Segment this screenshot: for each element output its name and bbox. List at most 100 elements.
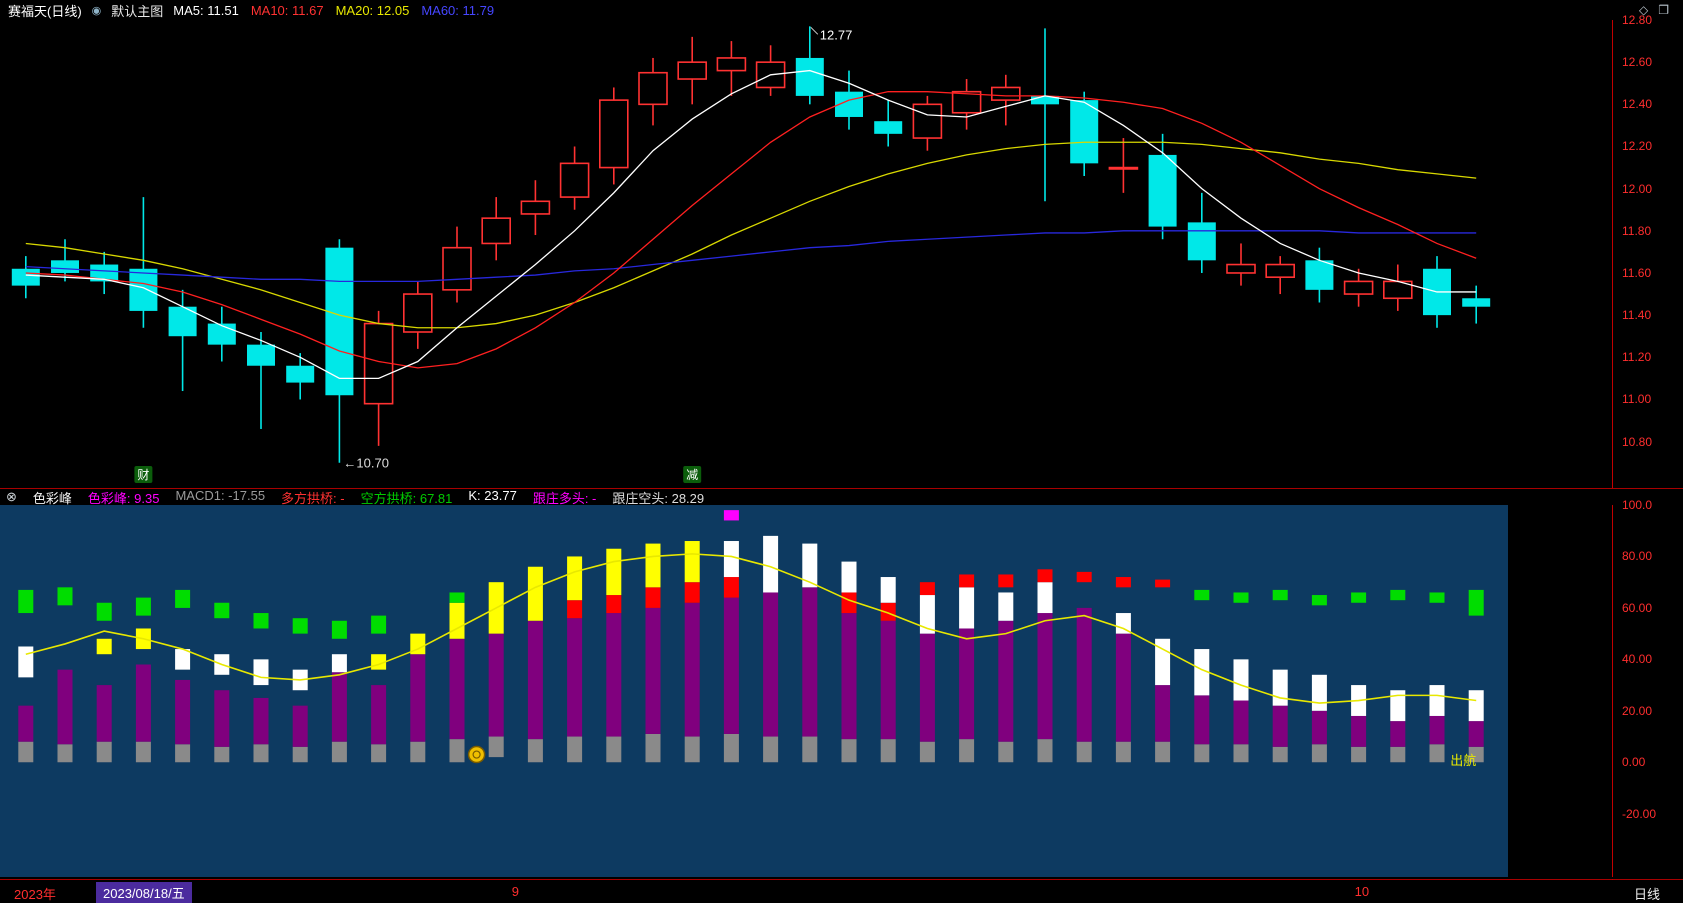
candle[interactable] <box>638 57 668 126</box>
indicator-bar[interactable] <box>1429 592 1445 763</box>
candle[interactable] <box>51 239 79 282</box>
indicator-bar[interactable] <box>1037 569 1053 763</box>
price-axis-label: 12.00 <box>1622 181 1653 196</box>
indicator-bar[interactable] <box>880 577 896 763</box>
indicator-header: ⊗ 色彩峰 色彩峰: 9.35 MACD1: -17.55 多方拱桥: - 空方拱桥:… <box>0 487 1618 506</box>
indicator-bar[interactable] <box>371 615 387 763</box>
indicator-bar[interactable] <box>527 566 543 763</box>
indicator-bar[interactable] <box>1390 589 1406 763</box>
ma5-line <box>25 69 1477 380</box>
indicator-bar[interactable] <box>1115 577 1131 763</box>
time-axis-bar[interactable]: 2023年 2023/08/18/五 9 10 日线 <box>0 880 1683 903</box>
indicator-bar[interactable] <box>684 541 700 763</box>
candle[interactable] <box>598 87 629 185</box>
indicator-bar[interactable] <box>763 535 779 763</box>
indicator-chart[interactable]: 出航 <box>0 505 1612 877</box>
candle[interactable] <box>1226 243 1256 286</box>
indicator-bar[interactable] <box>606 548 622 763</box>
indicator-bar[interactable] <box>57 587 73 763</box>
candle[interactable] <box>90 251 119 295</box>
panel-divider[interactable] <box>0 488 1683 489</box>
indicator-bar[interactable] <box>645 543 661 763</box>
indicator-bar[interactable] <box>292 618 308 763</box>
indicator-bar[interactable] <box>1272 589 1288 763</box>
collapse-indicator-icon[interactable]: ⊗ <box>6 489 17 504</box>
candle[interactable] <box>247 332 275 429</box>
candle[interactable] <box>286 353 315 400</box>
candle[interactable] <box>207 306 236 362</box>
candle[interactable] <box>520 180 551 236</box>
candle[interactable] <box>481 197 512 261</box>
indicator-bar[interactable] <box>175 589 191 763</box>
indicator-bar[interactable] <box>802 543 818 763</box>
candle[interactable] <box>795 26 824 105</box>
candle[interactable] <box>11 256 40 299</box>
ma-legend: MA5: 11.51 MA10: 11.67 MA20: 12.05 MA60: 11… <box>173 3 494 18</box>
candle[interactable] <box>1108 138 1139 193</box>
main-candle-chart[interactable]: 12.77 ←10.70 财 减 <box>0 20 1612 488</box>
indicator-bar[interactable] <box>998 574 1014 763</box>
candle[interactable] <box>990 74 1021 126</box>
split-window-icon[interactable]: ❐ <box>1658 3 1669 17</box>
ma60-line <box>25 230 1477 283</box>
indicator-bar[interactable] <box>410 633 426 763</box>
candle[interactable] <box>716 41 747 96</box>
indicator-value: K: 23.77 <box>468 487 517 503</box>
indicator-value: 色彩峰: 9.35 <box>87 490 160 506</box>
candle[interactable] <box>442 226 472 303</box>
layout-selector[interactable]: 默认主图 <box>111 3 164 19</box>
indicator-axis-label: -20.00 <box>1622 806 1657 821</box>
period-label[interactable]: 日线 <box>1634 887 1661 902</box>
ma-value: MA5: 11.51 <box>173 2 239 18</box>
candle[interactable] <box>755 45 786 96</box>
indicator-bar[interactable] <box>135 597 151 763</box>
bottom-divider <box>0 879 1683 880</box>
indicator-bar[interactable] <box>331 620 347 763</box>
indicator-bar[interactable] <box>959 574 975 763</box>
indicator-bar[interactable] <box>723 510 739 763</box>
indicator-bar[interactable] <box>567 556 583 763</box>
candle[interactable] <box>1148 133 1177 240</box>
price-axis-label: 11.60 <box>1622 265 1652 280</box>
indicator-bar[interactable] <box>1076 571 1092 763</box>
candle[interactable] <box>1265 256 1295 295</box>
ma-value: MA20: 12.05 <box>335 2 410 18</box>
diamond-icon[interactable]: ◇ <box>1639 3 1649 17</box>
price-axis-label: 10.80 <box>1622 434 1653 449</box>
candle[interactable] <box>129 197 158 328</box>
candle[interactable] <box>951 79 982 130</box>
indicator-value: MACD1: -17.55 <box>175 487 266 503</box>
candle[interactable] <box>168 289 197 392</box>
price-axis-label: 11.80 <box>1622 223 1652 238</box>
price-axis-label: 12.80 <box>1622 13 1653 27</box>
indicator-bar[interactable] <box>449 592 465 763</box>
candle[interactable] <box>1031 28 1059 202</box>
indicator-name[interactable]: 色彩峰 <box>32 490 72 506</box>
candle[interactable] <box>1070 91 1099 176</box>
indicator-bar[interactable] <box>1194 589 1210 763</box>
ma-value: MA10: 11.67 <box>250 2 324 18</box>
indicator-bar[interactable] <box>18 589 34 763</box>
indicator-bar[interactable] <box>96 602 112 763</box>
candle[interactable] <box>1343 268 1374 307</box>
ma-value: MA60: 11.79 <box>421 2 495 18</box>
candle[interactable] <box>1187 192 1216 273</box>
indicator-bar[interactable] <box>919 582 935 763</box>
candle[interactable] <box>402 281 433 349</box>
candle[interactable] <box>559 146 590 210</box>
indicator-bar[interactable] <box>1155 579 1171 763</box>
indicator-bar[interactable] <box>253 613 269 763</box>
candle[interactable] <box>1383 264 1413 311</box>
indicator-bar[interactable] <box>841 561 857 763</box>
indicator-bar[interactable] <box>1468 589 1484 763</box>
candle[interactable] <box>677 36 708 105</box>
indicator-bar[interactable] <box>1233 592 1249 763</box>
candle[interactable] <box>1305 247 1334 303</box>
candle[interactable] <box>874 100 903 147</box>
price-axis-label: 12.40 <box>1622 97 1653 112</box>
indicator-bar[interactable] <box>1351 592 1367 763</box>
indicator-bar[interactable] <box>214 602 230 763</box>
candle[interactable] <box>912 95 943 151</box>
svg-text:减: 减 <box>686 468 698 482</box>
